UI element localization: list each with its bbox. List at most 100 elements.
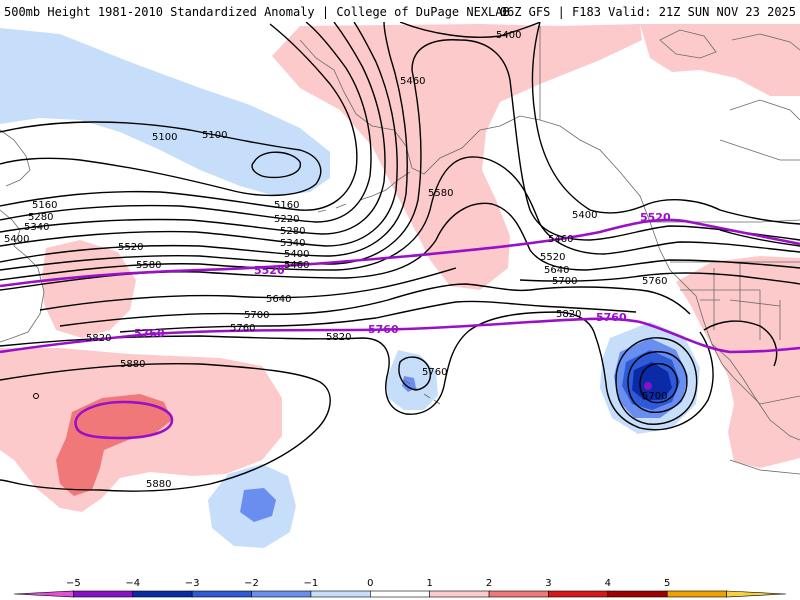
highlight-label: 5760 [134,327,165,340]
contour-label: 5160 [274,200,299,211]
contour-label: 5460 [548,234,573,245]
coastline-asia [0,209,45,343]
anomaly-colorbar: −5 −4 −3 −2 −1 0 1 2 3 4 5 [13,578,787,598]
anomaly-shading [0,24,800,548]
contour-label-layer: 5400 5460 5100 5100 5160 5280 5340 5400 … [4,30,667,490]
contour-label: 5580 [136,260,161,271]
colorbar-swatches [13,590,787,598]
contour-label: 5460 [400,76,425,87]
colorbar-tick-label: −3 [185,578,200,589]
highlight-label: 5760 [368,323,399,336]
colorbar-tick-label: 3 [545,578,551,589]
colorbar-ticks: −5 −4 −3 −2 −1 0 1 2 3 4 5 [66,578,670,589]
negative-anomaly-cutoff-low-core [632,362,672,400]
colorbar-tick-label: 4 [605,578,611,589]
contour-label: 5340 [24,222,49,233]
colorbar-swatch [251,590,312,598]
positive-anomaly-southwest-us [676,256,800,468]
contour-label: 5640 [266,294,291,305]
highlight-label: 5760 [596,311,627,324]
contour-5700 [59,283,691,327]
negative-anomaly-south-core [240,488,276,522]
weather-map: 5400 5460 5100 5100 5160 5280 5340 5400 … [0,22,800,548]
highlight-contours [0,218,800,440]
contour-label: 5820 [86,333,111,344]
contour-southwest-us [703,229,800,367]
contour-label: 5100 [202,130,227,141]
colorbar-tick-label: 1 [427,578,433,589]
contour-5640 [39,267,800,311]
contour-low-inner-ring [639,363,678,404]
contour-5760-low-ring [615,337,698,425]
contour-5400 [0,22,541,263]
colorbar-tick-label: −4 [125,578,140,589]
coastline-kamchatka [0,129,31,187]
colorbar-swatch [370,590,430,598]
colorbar-swatch [726,590,787,598]
colorbar-tick-label: 5 [664,578,670,589]
contour-5700-low-ring [627,351,688,413]
contour-label: 5340 [280,238,305,249]
colorbar-swatch [429,590,490,598]
run-valid-time: 06Z GFS | F183 Valid: 21Z SUN NOV 23 202… [499,5,796,19]
colorbar-tick-label: −5 [66,578,81,589]
colorbar-swatch [548,590,609,598]
contour-5760-hawaii [398,356,432,391]
colorbar-swatch [607,590,668,598]
positive-anomaly-west-pacific [42,240,136,338]
contour-5400-east [531,22,800,225]
negative-anomaly-cutoff-low-peak [644,382,652,390]
negative-anomaly-hawaii-core [402,376,416,392]
contour-5220 [0,22,372,223]
contour-label: 5760 [230,323,255,334]
contour-label: 5460 [284,260,309,271]
coastline-hawaii [403,379,441,405]
contour-label: 5400 [4,234,29,245]
coastline-arctic-islands [659,29,800,161]
contour-label: 5280 [280,226,305,237]
contour-label: 5520 [540,252,565,263]
height-contours [0,22,800,492]
highlight-contour-ring [74,400,174,440]
contour-5100 [0,121,322,197]
contour-label: 5400 [572,210,597,221]
highlight-contour-5760 [0,317,800,354]
contour-label: 5820 [326,332,351,343]
station-marker [33,393,39,399]
contour-label: 5100 [152,132,177,143]
colorbar-swatch [132,590,193,598]
coastline-alaska [299,39,800,405]
colorbar-swatch [13,590,74,598]
contour-label: 5580 [428,188,453,199]
contour-5160 [0,23,358,211]
map-header: 500mb Height 1981-2010 Standardized Anom… [0,0,800,22]
contour-label: 5520 [118,242,143,253]
contour-label: 5820 [556,309,581,320]
colorbar-tick-label: 2 [486,578,492,589]
contour-label: 5280 [28,212,53,223]
contour-5100-low [251,151,301,179]
highlight-label-layer: 5520 5520 5760 5760 5760 [134,211,671,340]
coastline-mexico [711,343,800,475]
contour-label: 5760 [422,367,447,378]
contour-label: 5220 [274,214,299,225]
contour-label: 5400 [284,249,309,260]
contour-5340 [0,22,398,247]
colorbar-tick-label: −1 [304,578,319,589]
colorbar-swatch [73,590,134,598]
contour-label: 5400 [496,30,521,41]
contour-label: 5160 [32,200,57,211]
positive-anomaly-subtropical-core [56,394,172,496]
contour-label: 5700 [552,276,577,287]
colorbar-swatch [666,590,727,598]
colorbar-swatch [310,590,371,598]
contour-5820 [0,311,714,431]
coastline-aleutians [317,171,411,213]
colorbar-tick-label: 0 [367,578,373,589]
contour-5280 [0,22,386,235]
contour-label: 5880 [146,479,171,490]
colorbar-swatch [191,590,252,598]
contour-label: 5640 [544,265,569,276]
highlight-label: 5520 [254,264,285,277]
contour-label: 5880 [120,359,145,370]
